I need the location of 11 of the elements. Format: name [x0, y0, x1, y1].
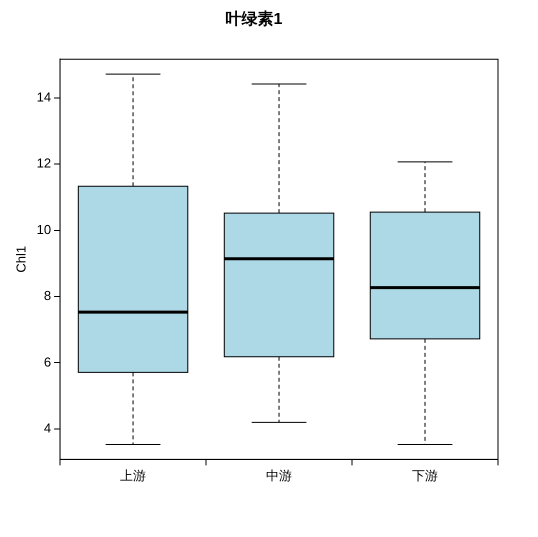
y-tick-label: 4 [44, 420, 52, 436]
y-tick-label: 14 [36, 90, 52, 105]
x-tick-label: 下游 [412, 468, 438, 483]
y-axis-title: Chl1 [13, 246, 28, 273]
y-tick-label: 8 [44, 288, 52, 304]
x-tick-label: 中游 [266, 468, 292, 483]
x-tick-label: 上游 [120, 468, 146, 483]
y-tick-label: 12 [36, 156, 52, 171]
chart-title: 叶绿素1 [226, 10, 283, 28]
y-tick-label: 10 [36, 222, 52, 237]
y-tick-label: 6 [44, 354, 52, 370]
